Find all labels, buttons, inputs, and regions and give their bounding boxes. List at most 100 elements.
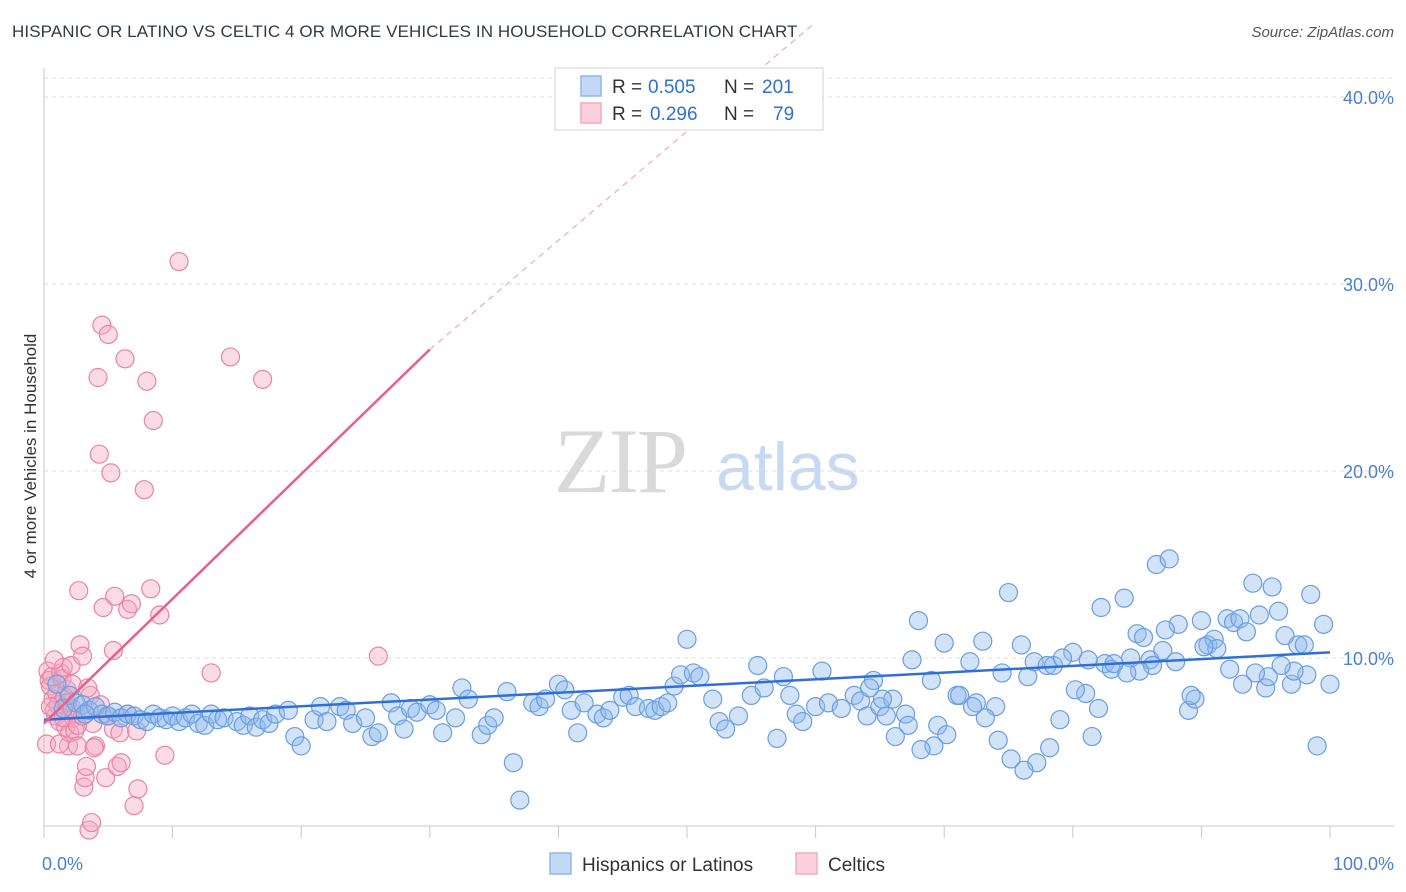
hispanic-point [1262, 577, 1282, 597]
hispanic-point [911, 740, 931, 760]
hispanic-point [1091, 597, 1111, 618]
hispanic-point [896, 704, 916, 724]
hispanic-point [709, 711, 729, 732]
hispanic-point [1052, 648, 1073, 668]
hispanic-point [1178, 700, 1199, 720]
celtics-point [101, 463, 121, 483]
hispanic-point [368, 723, 388, 743]
hispanic-point [703, 689, 723, 709]
hispanic-point [975, 708, 995, 728]
celtics-point [128, 779, 148, 799]
y-tick-label: 20.0% [1343, 462, 1394, 482]
hispanic-point [1220, 659, 1240, 679]
hispanic-point [748, 655, 768, 676]
hispanic-point [780, 685, 800, 706]
hispanic-point [1191, 610, 1212, 631]
hispanic-point [574, 693, 594, 713]
hispanic-point [600, 700, 620, 720]
hispanic-point [484, 708, 504, 728]
celtics-point [124, 796, 144, 816]
hispanic-point [1001, 749, 1021, 769]
celtics-point [76, 756, 97, 777]
hispanic-point [291, 736, 311, 756]
hispanic-point [1297, 665, 1317, 685]
celtics-trend-line [43, 348, 431, 725]
celtics-point [92, 315, 112, 335]
hispanic-point [966, 693, 986, 713]
hispanic-point [85, 697, 106, 717]
y-axis-title: 4 or more Vehicles in Household [21, 334, 40, 579]
hispanic-point [317, 711, 337, 732]
celtics-point [150, 605, 170, 625]
hispanic-point [1181, 685, 1201, 706]
hispanic-point [619, 685, 639, 706]
hispanic-point [690, 667, 710, 687]
hispanic-point [1275, 625, 1295, 646]
hispanic-point [924, 736, 944, 756]
hispanic-point [1245, 663, 1266, 683]
hispanic-point [394, 719, 414, 739]
hispanic-point [137, 711, 157, 732]
celtics-point [98, 324, 118, 345]
hispanic-point [445, 708, 466, 728]
y-tick-labels: 10.0% 20.0% 30.0% 40.0% [1343, 88, 1394, 669]
hispanic-point [1307, 736, 1327, 756]
x-ticks [43, 826, 1331, 838]
celtics-point [70, 635, 90, 655]
x-tick-label-min: 0.0% [42, 854, 83, 874]
hispanic-point [285, 726, 305, 747]
legend-n-label-2: N = [724, 104, 754, 125]
hispanic-point [259, 713, 279, 734]
hispanic-point [786, 704, 806, 724]
hispanic-point [992, 663, 1012, 683]
hispanic-point [1040, 738, 1060, 758]
hispanic-point [60, 685, 80, 706]
hispanic-point [433, 723, 453, 743]
hispanic-point [857, 706, 877, 726]
hispanic-point [962, 697, 983, 717]
celtics-point [72, 646, 93, 666]
celtics-point [115, 349, 135, 369]
hispanic-point [860, 678, 880, 698]
celtics-point [96, 768, 116, 788]
hispanic-point [182, 704, 202, 724]
hispanic-point [278, 700, 298, 720]
celtics-point [62, 674, 82, 694]
hispanic-point [75, 704, 95, 724]
hispanic-point [876, 706, 896, 726]
hispanic-point [883, 689, 903, 709]
hispanic-point [568, 723, 588, 743]
hispanic-point [188, 713, 208, 734]
celtics-point [49, 734, 70, 754]
hispanic-point [1155, 620, 1175, 640]
chart-title: HISPANIC OR LATINO VS CELTIC 4 OR MORE V… [12, 22, 798, 41]
hispanic-point [812, 661, 832, 681]
hispanic-point [1011, 635, 1031, 655]
hispanic-point [265, 704, 286, 724]
celtics-point [107, 756, 127, 777]
hispanic-point [908, 610, 929, 631]
celtics-point [368, 646, 388, 666]
legend-swatch-celtics [580, 102, 602, 124]
hispanic-point [240, 706, 260, 726]
hispanic-point [960, 652, 980, 672]
celtics-point [81, 812, 102, 833]
bottom-legend: Hispanics or Latinos Celtics [549, 852, 885, 876]
legend: R = 0.505 N = 201 R = 0.296 N = 79 [554, 67, 824, 131]
legend-r-label-1: R = [612, 77, 642, 98]
hispanic-points [47, 549, 1340, 810]
hispanic-point [885, 726, 905, 747]
celtics-point [169, 251, 189, 272]
hispanic-point [1114, 588, 1134, 608]
hispanic-point [1024, 652, 1044, 672]
hispanic-point [805, 697, 826, 717]
celtics-point [110, 723, 130, 743]
hispanic-point [1243, 573, 1263, 593]
legend-r-value-1: 0.505 [648, 77, 696, 98]
hispanic-point [767, 728, 787, 749]
hispanic-point [510, 790, 530, 810]
hispanic-point [1232, 674, 1253, 694]
source-label: Source: ZipAtlas.com [1251, 24, 1394, 41]
hispanic-point [728, 706, 749, 726]
celtics-point [67, 715, 88, 735]
